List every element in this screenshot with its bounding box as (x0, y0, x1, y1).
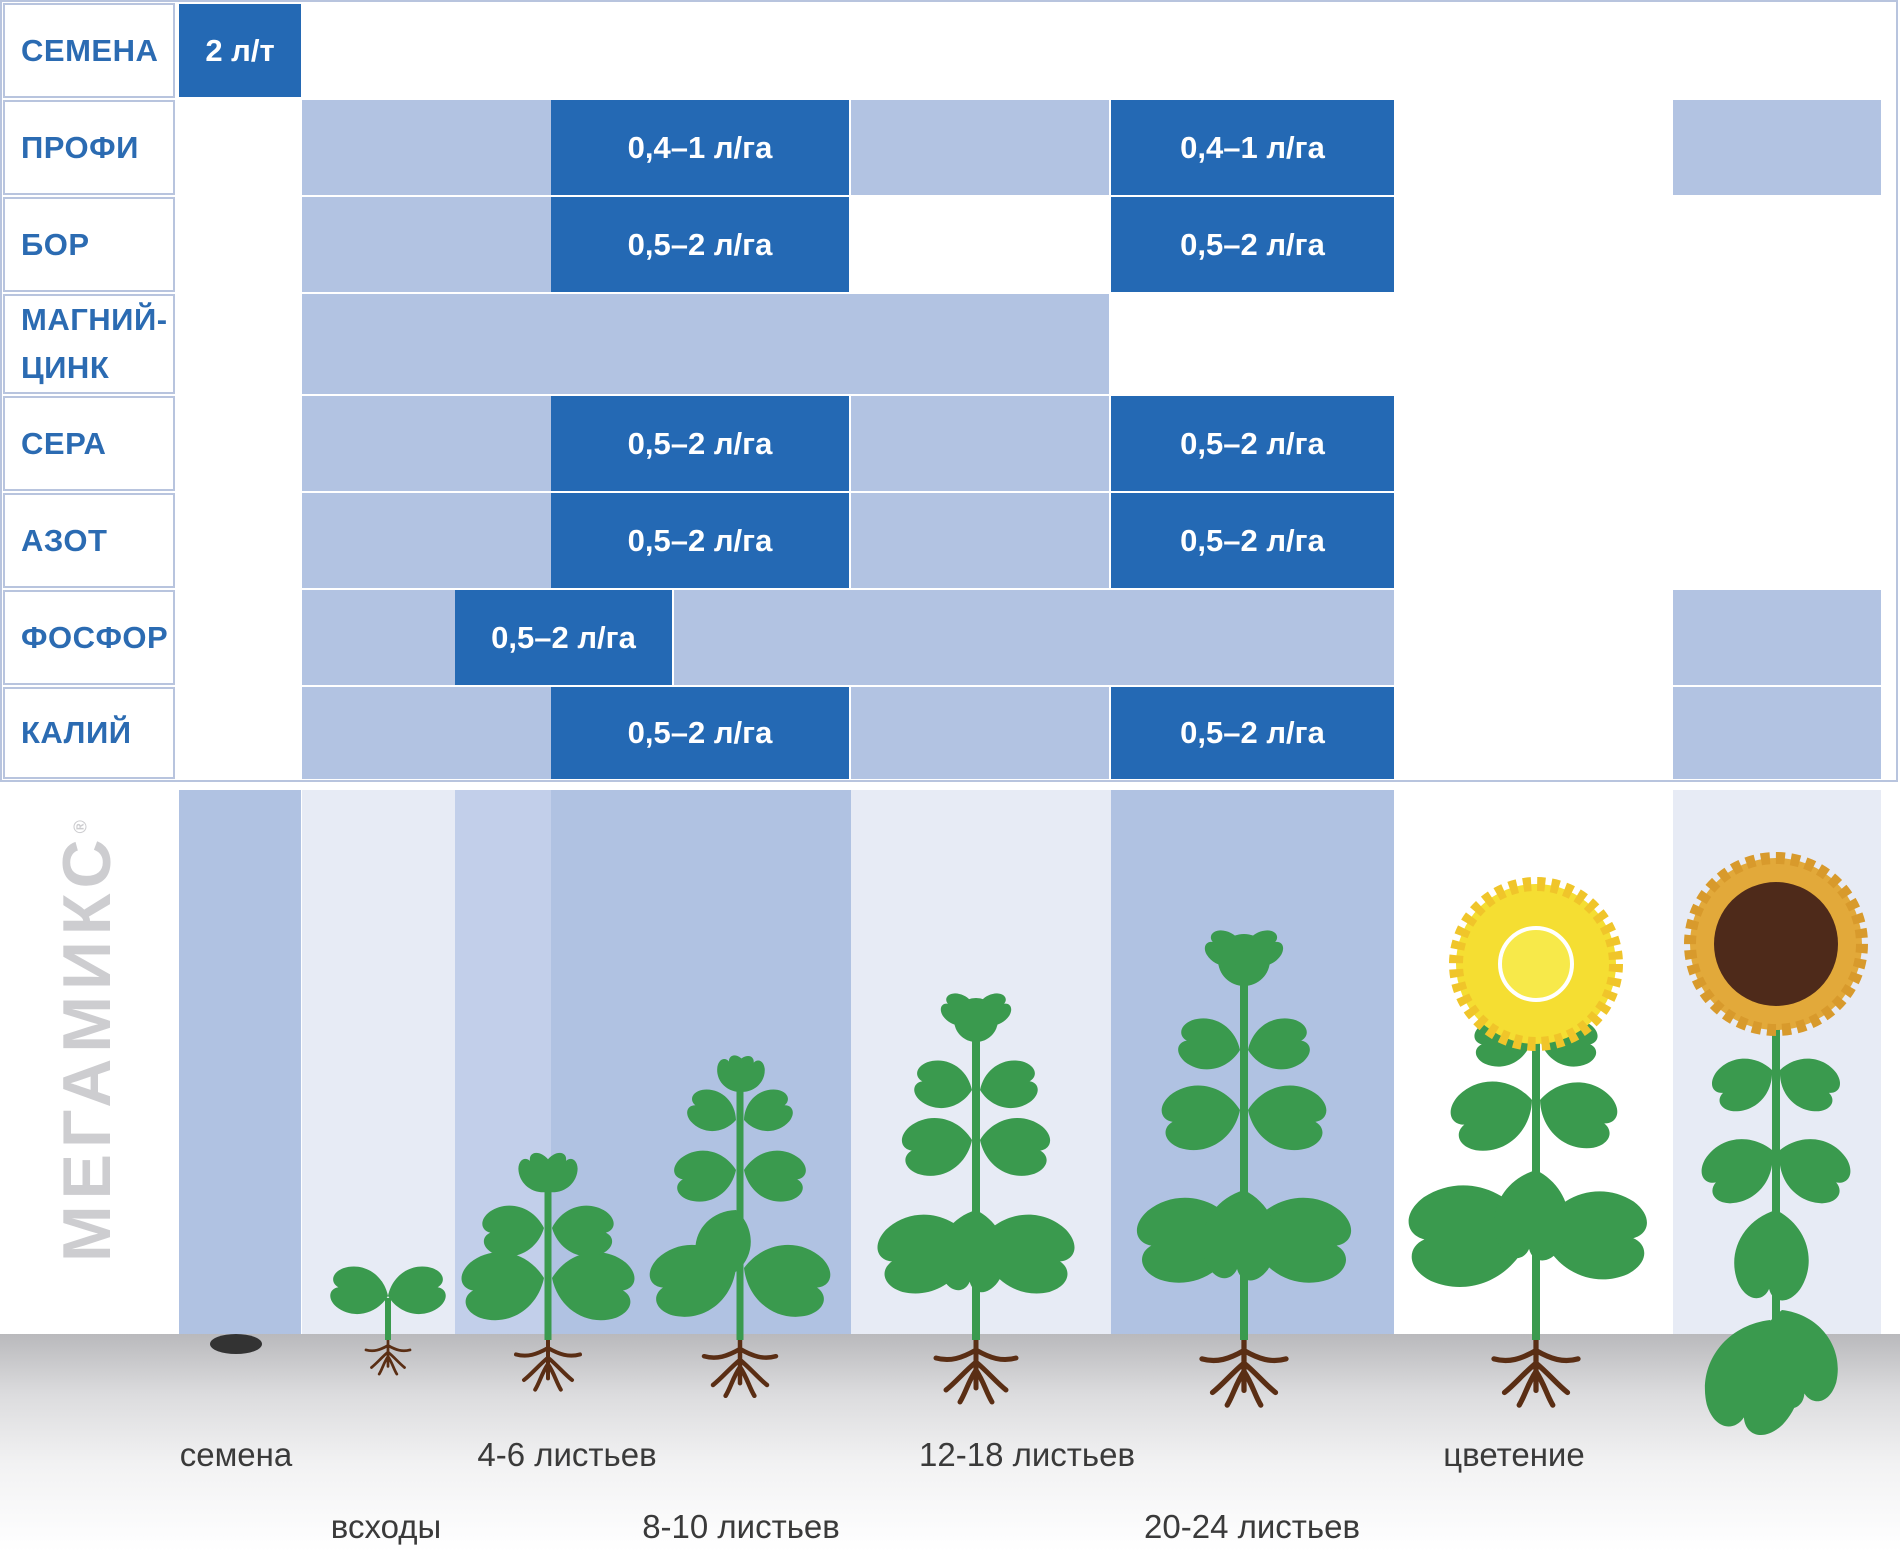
stage-column-emergence (302, 790, 455, 1334)
stage-column-seeds (179, 790, 301, 1334)
plant-4-6-leaves-icon (457, 1148, 639, 1389)
row-label-fosfor: ФОСФОР (3, 590, 175, 685)
plant-flowering-icon (1405, 877, 1650, 1405)
ground (0, 1334, 1900, 1552)
dose-bar: 0,5–2 л/га (1111, 493, 1394, 588)
dose-bar: 0,5–2 л/га (1111, 687, 1394, 779)
row-label-kaliy: КАЛИЙ (3, 687, 175, 779)
dose-bar: 0,5–2 л/га (1111, 396, 1394, 491)
row-label-bor: БОР (3, 197, 175, 292)
window-bar (851, 493, 1109, 588)
window-bar (302, 294, 1109, 394)
stage-label-emergence: всходы (330, 1508, 442, 1545)
plant-ripe-icon (1684, 852, 1868, 1443)
window-bar (302, 197, 551, 292)
window-bar (851, 396, 1109, 491)
row-label-profi: ПРОФИ (3, 100, 175, 195)
stage-label-4-6-leaves: 4-6 листьев (477, 1436, 657, 1473)
dose-bar-seeds: 2 л/т (179, 4, 301, 97)
plant-20-24-leaves-icon (1132, 924, 1356, 1405)
window-bar (851, 687, 1109, 779)
stage-label-12-18-leaves: 12-18 листьев (919, 1436, 1135, 1473)
window-bar (1673, 687, 1881, 779)
stage-label-flowering: цветение (1443, 1436, 1585, 1473)
plant-8-10-leaves-icon (644, 1052, 836, 1395)
row-label-sera: СЕРА (3, 396, 175, 491)
window-bar (1673, 590, 1881, 685)
row-label-magnesium-zinc: МАГНИЙ- ЦИНК (3, 294, 175, 394)
row-label-azot: АЗОТ (3, 493, 175, 588)
window-bar (851, 100, 1109, 195)
dose-bar: 0,5–2 л/га (455, 590, 672, 685)
window-bar (302, 687, 551, 779)
stage-label-8-10-leaves: 8-10 листьев (642, 1508, 840, 1545)
stage-label-seeds: семена (179, 1436, 293, 1473)
plant-12-18-leaves-icon (871, 988, 1081, 1402)
window-bar (302, 396, 551, 491)
dose-bar: 0,5–2 л/га (1111, 197, 1394, 292)
dose-bar: 0,5–2 л/га (551, 197, 849, 292)
window-bar (1673, 100, 1881, 195)
dose-bar: 0,5–2 л/га (551, 687, 849, 779)
dose-bar: 0,5–2 л/га (551, 396, 849, 491)
row-label-semena: СЕМЕНА (3, 3, 175, 98)
seed-icon (210, 1334, 262, 1354)
window-bar (674, 590, 1394, 685)
seedling-icon (327, 1262, 449, 1376)
dose-bar: 0,4–1 л/га (551, 100, 849, 195)
window-bar (302, 100, 551, 195)
stage-label-20-24-leaves: 20-24 листьев (1144, 1508, 1360, 1545)
dose-bar: 0,4–1 л/га (1111, 100, 1394, 195)
window-bar (302, 590, 455, 685)
window-bar (302, 493, 551, 588)
dose-bar: 0,5–2 л/га (551, 493, 849, 588)
schedule-table (0, 0, 1898, 782)
